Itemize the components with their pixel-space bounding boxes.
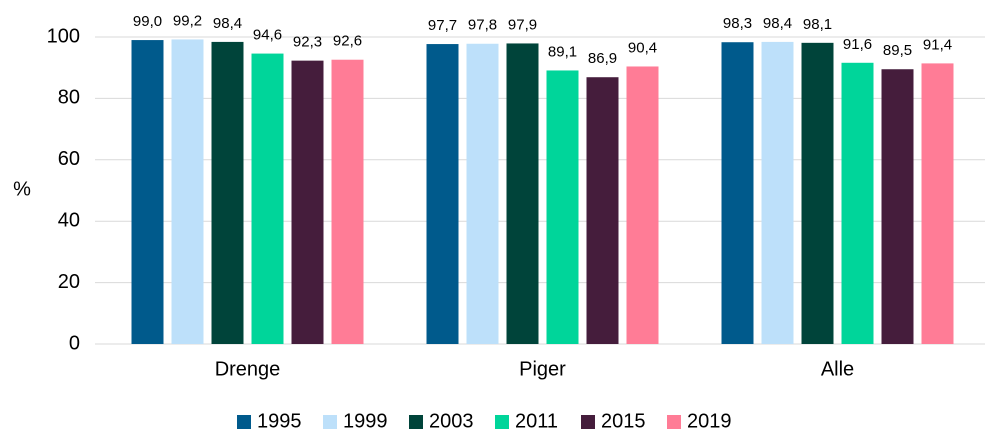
value-label: 98,3 bbox=[723, 15, 752, 32]
value-label: 97,9 bbox=[508, 16, 537, 33]
legend-swatch bbox=[409, 415, 423, 429]
y-tick-label: 60 bbox=[58, 148, 80, 170]
x-tick-label: Drenge bbox=[215, 358, 281, 380]
legend-label: 1995 bbox=[257, 410, 302, 432]
bar bbox=[466, 43, 499, 345]
y-tick-label: 40 bbox=[58, 209, 80, 231]
y-tick-label: 80 bbox=[58, 87, 80, 109]
legend-swatch bbox=[495, 415, 509, 429]
legend-swatch bbox=[323, 415, 337, 429]
value-label: 94,6 bbox=[253, 27, 282, 44]
y-tick-label: 20 bbox=[58, 271, 80, 293]
value-label: 89,5 bbox=[883, 42, 912, 59]
value-label: 97,8 bbox=[468, 17, 497, 34]
bar bbox=[211, 41, 244, 345]
value-label: 92,6 bbox=[333, 33, 362, 50]
bar bbox=[251, 53, 284, 344]
legend-swatch bbox=[581, 415, 595, 429]
value-label: 99,0 bbox=[133, 13, 162, 30]
value-label: 91,4 bbox=[923, 36, 952, 53]
y-axis-label: % bbox=[13, 178, 31, 200]
bar bbox=[626, 66, 659, 345]
bar bbox=[171, 39, 204, 345]
y-tick-label: 100 bbox=[47, 25, 80, 47]
bar bbox=[881, 69, 914, 345]
bar bbox=[921, 63, 954, 344]
value-label: 89,1 bbox=[548, 43, 577, 60]
y-tick-label: 0 bbox=[69, 332, 80, 354]
legend-swatch bbox=[667, 415, 681, 429]
value-label: 97,7 bbox=[428, 17, 457, 34]
bar bbox=[586, 77, 619, 344]
value-label: 91,6 bbox=[843, 36, 872, 53]
x-tick-label: Piger bbox=[519, 358, 566, 380]
legend-swatch bbox=[237, 415, 251, 429]
value-label: 98,4 bbox=[213, 15, 242, 32]
bar bbox=[801, 42, 834, 344]
value-label: 90,4 bbox=[628, 39, 657, 56]
bar bbox=[291, 60, 324, 344]
x-tick-label: Alle bbox=[821, 358, 854, 380]
bar bbox=[331, 59, 364, 345]
value-label: 98,4 bbox=[763, 15, 792, 32]
bar bbox=[426, 44, 459, 344]
bar bbox=[721, 42, 754, 345]
legend-label: 1999 bbox=[343, 410, 388, 432]
legend-label: 2019 bbox=[687, 410, 732, 432]
value-label: 86,9 bbox=[588, 50, 617, 67]
bar bbox=[546, 70, 579, 344]
legend-label: 2003 bbox=[429, 410, 474, 432]
value-label: 98,1 bbox=[803, 16, 832, 33]
value-label: 92,3 bbox=[293, 34, 322, 51]
bar bbox=[761, 41, 794, 345]
bar bbox=[506, 43, 539, 345]
bar bbox=[841, 62, 874, 345]
legend-label: 2015 bbox=[601, 410, 646, 432]
bar bbox=[131, 40, 164, 344]
legend-label: 2011 bbox=[515, 410, 558, 432]
value-label: 99,2 bbox=[173, 12, 202, 29]
